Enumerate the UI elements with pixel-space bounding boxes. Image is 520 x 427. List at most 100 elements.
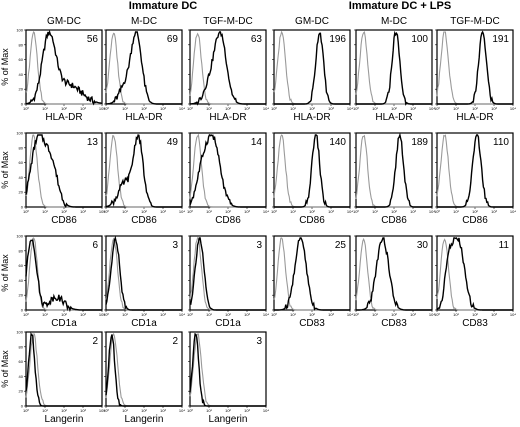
stain-histogram: [356, 132, 432, 208]
mfi-value: 6: [92, 240, 98, 251]
mfi-value: 63: [251, 34, 263, 45]
x-tick-label: 10³: [160, 106, 166, 111]
x-tick-label: 10³: [491, 106, 497, 111]
x-tick-label: 10⁴: [99, 312, 105, 317]
marker-label: Langerin: [125, 414, 164, 425]
y-tick-label: 80: [19, 248, 24, 253]
y-tick-label: 20: [19, 293, 24, 298]
x-tick-label: 10³: [160, 312, 166, 317]
x-tick-label: 10¹: [206, 106, 212, 111]
stain-histogram: [25, 29, 103, 106]
marker-label: HLA-DR: [125, 112, 162, 123]
y-axis-label: % of Max: [0, 151, 10, 189]
marker-label: CD1a: [215, 318, 241, 329]
marker-label: HLA-DR: [45, 112, 82, 123]
x-tick-label: 10²: [309, 106, 315, 111]
panel-frame: [189, 235, 267, 311]
stain-histogram: [105, 334, 182, 407]
x-tick-label: 10⁴: [510, 106, 516, 111]
mfi-value: 3: [172, 240, 178, 251]
x-tick-label: 10³: [328, 312, 334, 317]
y-tick-label: 40: [19, 278, 24, 283]
x-tick-label: 10⁰: [103, 106, 109, 111]
histogram-panel: 0 20 40 60 80 100 10⁰ 10¹ 10² 10³ 10⁴ 6 CD1a: [16, 234, 105, 330]
x-tick-label: 10⁴: [263, 408, 269, 413]
x-tick-label: 10¹: [206, 209, 212, 214]
panel-frame: [189, 132, 267, 208]
x-tick-label: 10²: [472, 106, 478, 111]
x-tick-label: 10³: [244, 312, 250, 317]
x-tick-label: 10⁰: [187, 209, 193, 214]
x-tick-label: 10²: [472, 312, 478, 317]
stain-histogram: [25, 134, 102, 209]
y-tick-label: 60: [19, 160, 24, 165]
y-tick-label: 20: [19, 87, 24, 92]
x-tick-label: 10²: [141, 408, 147, 413]
x-tick-label: 10⁴: [347, 106, 353, 111]
x-tick-label: 10⁴: [347, 312, 353, 317]
x-tick-label: 10⁴: [347, 209, 353, 214]
x-tick-label: 10¹: [42, 209, 48, 214]
x-tick-label: 10³: [328, 106, 334, 111]
x-tick-label: 10⁴: [179, 209, 185, 214]
x-tick-label: 10¹: [453, 106, 459, 111]
x-tick-label: 10⁴: [99, 209, 105, 214]
histogram-panel: 10⁰ 10¹ 10² 10³ 10⁴ 11 CD83: [434, 235, 516, 329]
x-tick-label: 10²: [391, 106, 397, 111]
stain-histogram: [25, 239, 102, 313]
marker-label: Langerin: [209, 414, 248, 425]
x-tick-label: 10²: [141, 106, 147, 111]
stain-histogram: [105, 235, 182, 311]
marker-label: CD86: [462, 215, 488, 226]
column-header: GM-DC: [47, 16, 81, 27]
histogram-panel: 10⁰ 10¹ 10² 10³ 10⁴ 3 Langerin: [187, 331, 269, 425]
histogram-panel: 10⁰ 10¹ 10² 10³ 10⁴ 63 HLA-DR: [187, 29, 269, 123]
x-tick-label: 10³: [80, 209, 86, 214]
x-tick-label: 10²: [141, 312, 147, 317]
x-tick-label: 10³: [160, 408, 166, 413]
x-tick-label: 10³: [160, 209, 166, 214]
x-tick-label: 10²: [309, 209, 315, 214]
column-header: TGF-M-DC: [203, 16, 252, 27]
histogram-panel: 10⁰ 10¹ 10² 10³ 10⁴ 100 HLA-DR: [353, 29, 435, 123]
x-tick-label: 10¹: [372, 106, 378, 111]
x-tick-label: 10⁰: [187, 312, 193, 317]
mfi-value: 191: [492, 34, 509, 45]
mfi-value: 2: [172, 336, 178, 347]
histogram-panel: 10⁰ 10¹ 10² 10³ 10⁴ 14 CD86: [187, 132, 269, 226]
x-tick-label: 10³: [244, 106, 250, 111]
x-tick-label: 10²: [61, 312, 67, 317]
marker-label: HLA-DR: [293, 112, 330, 123]
stain-histogram: [189, 133, 266, 208]
marker-label: CD1a: [131, 318, 157, 329]
x-tick-label: 10³: [491, 312, 497, 317]
x-tick-label: 10¹: [206, 408, 212, 413]
stain-histogram: [189, 332, 266, 407]
stain-histogram: [189, 237, 266, 311]
histogram-panel: 10⁰ 10¹ 10² 10³ 10⁴ 30 CD83: [353, 235, 435, 329]
mfi-value: 140: [329, 137, 346, 148]
histogram-panel: 10⁰ 10¹ 10² 10³ 10⁴ 140 CD86: [271, 132, 353, 226]
y-tick-label: 60: [19, 263, 24, 268]
histogram-panel: 0 20 40 60 80 100 10⁰ 10¹ 10² 10³ 10⁴ 56 HLA-DR: [16, 28, 105, 124]
x-tick-label: 10³: [80, 106, 86, 111]
marker-label: CD83: [299, 318, 325, 329]
mfi-value: 3: [256, 336, 262, 347]
marker-label: CD86: [131, 215, 157, 226]
marker-label: HLA-DR: [375, 112, 412, 123]
x-tick-label: 10²: [391, 312, 397, 317]
x-tick-label: 10¹: [206, 312, 212, 317]
x-tick-label: 10⁴: [99, 408, 105, 413]
y-tick-label: 20: [19, 190, 24, 195]
mfi-value: 49: [167, 137, 179, 148]
mfi-value: 189: [411, 137, 428, 148]
x-tick-label: 10¹: [122, 408, 128, 413]
stain-histogram: [436, 237, 513, 311]
x-tick-label: 10³: [410, 209, 416, 214]
x-tick-label: 10⁰: [187, 408, 193, 413]
x-tick-label: 10⁰: [434, 106, 440, 111]
y-axis-label: % of Max: [0, 48, 10, 86]
column-header: TGF-M-DC: [450, 16, 499, 27]
y-tick-label: 20: [19, 389, 24, 394]
histogram-panel: 10⁰ 10¹ 10² 10³ 10⁴ 25 CD83: [271, 235, 353, 329]
